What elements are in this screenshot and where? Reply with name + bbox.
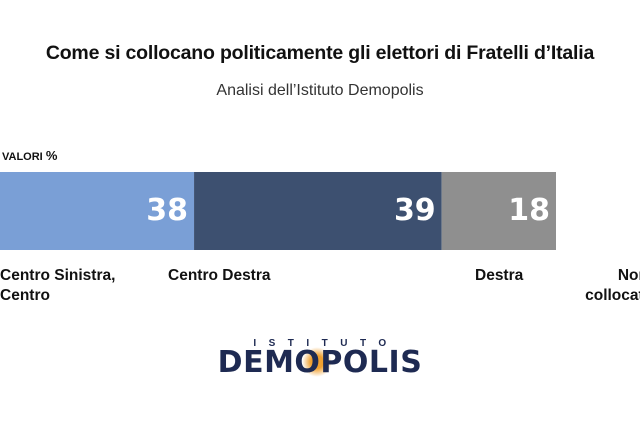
category-label-3: Destra	[475, 267, 524, 284]
logo-top-text: ISTITUTO	[253, 338, 399, 349]
bar-segment-3	[194, 172, 442, 250]
bar-value-label-4: 18	[508, 193, 550, 228]
bar-value-label-3: 39	[394, 193, 436, 228]
chart-title: Come si collocano politicamente gli elet…	[45, 42, 595, 64]
bar-segment-2	[0, 172, 195, 250]
unit-symbol: %	[45, 148, 58, 163]
chart-subtitle: Analisi dell’Istituto Demopolis	[216, 82, 424, 99]
bar-segment-4	[441, 172, 556, 250]
logo-main-wrapper: DEMOPOLIS	[218, 345, 423, 380]
category-label-4: Noncollocati	[585, 267, 640, 304]
demopolis-logo: ISTITUTO DEMOPOLIS	[0, 338, 640, 380]
logo-main-text: DEMOPOLIS	[217, 345, 423, 380]
category-label-1: Centro Sinistra, Centro	[0, 267, 116, 304]
unit-text: VALORI	[2, 151, 43, 163]
category-label-2: Centro Destra	[168, 267, 271, 284]
unit-label: VALORI %	[2, 148, 57, 163]
bar-value-label-2: 38	[146, 193, 188, 228]
